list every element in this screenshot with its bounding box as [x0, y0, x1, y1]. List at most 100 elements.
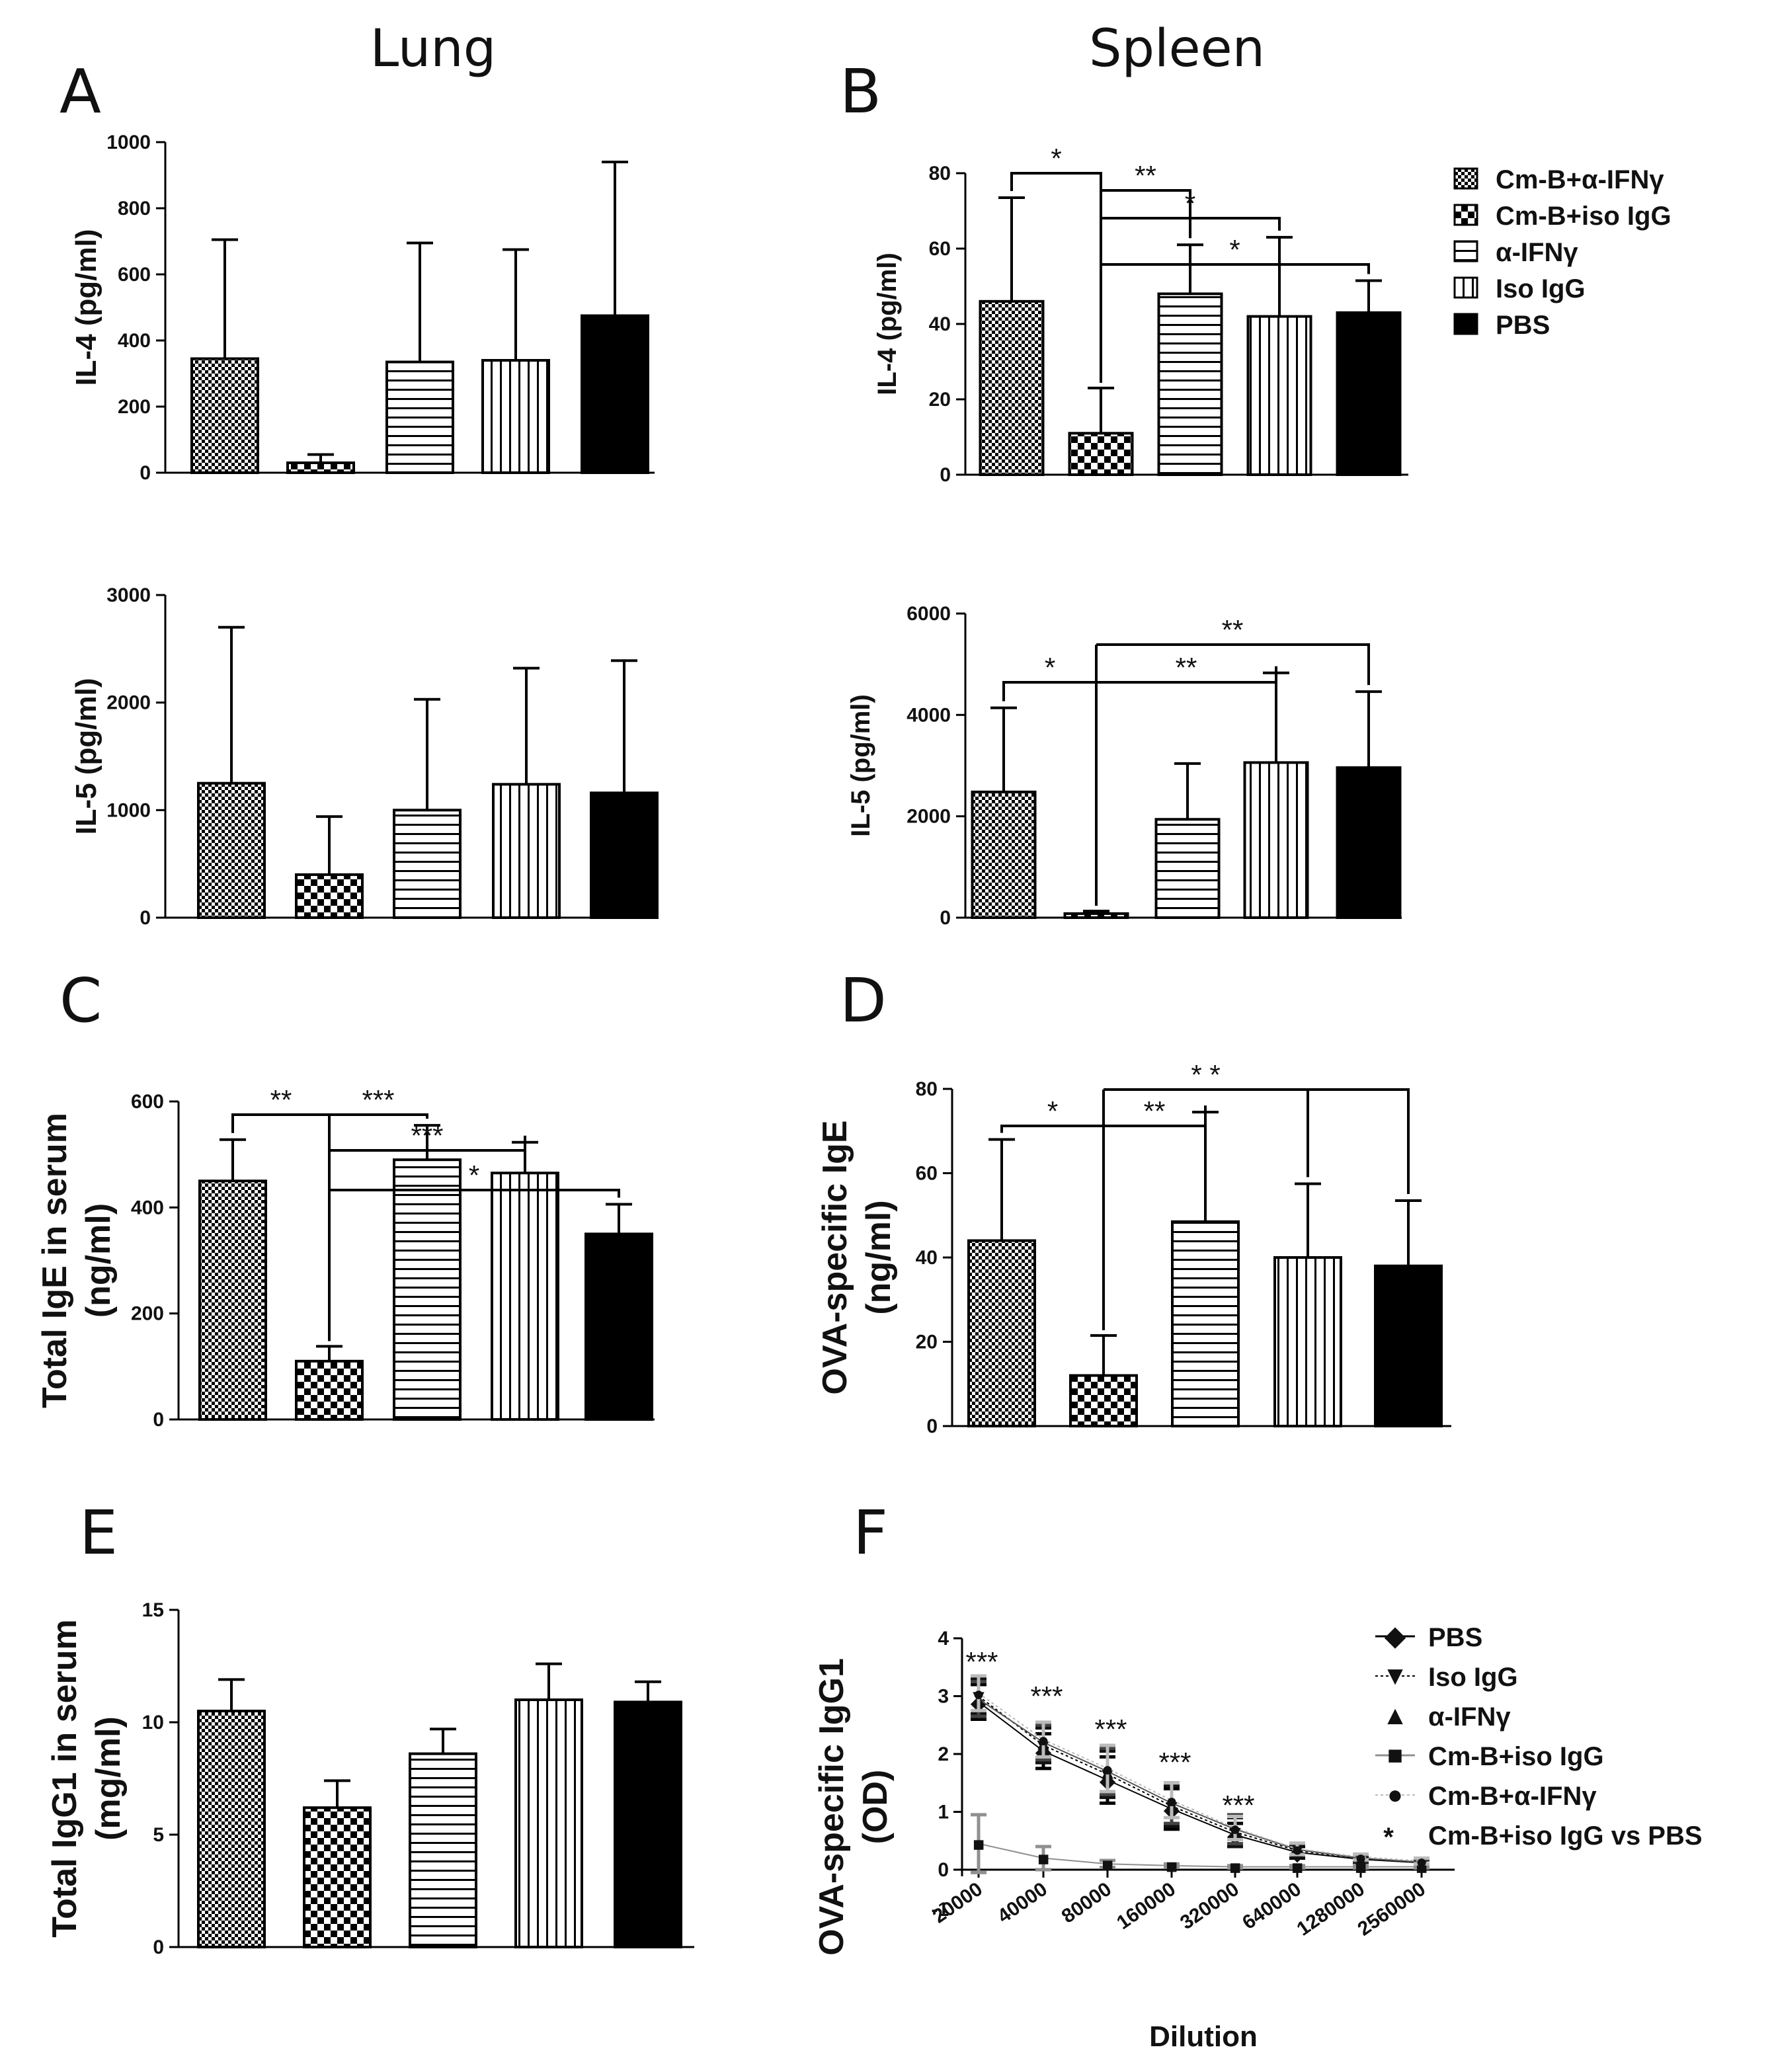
sig-label-2: ** — [1222, 614, 1244, 645]
y-tick-label: 400 — [131, 1197, 164, 1218]
sig-bracket-0 — [1000, 1125, 1105, 1133]
sig-label-1: *** — [362, 1084, 394, 1115]
bar-4 — [614, 1700, 682, 1948]
y-axis-label: OVA-specific IgG1 — [813, 1658, 851, 1956]
y-tick-label: 800 — [118, 198, 151, 219]
sig-bracket-0 — [1002, 681, 1098, 701]
legend-label-3: Iso IgG — [1496, 274, 1586, 303]
y-axis-label: (OD) — [856, 1770, 895, 1845]
bar-2 — [1157, 292, 1223, 476]
y-tick-label: 4 — [938, 1628, 949, 1650]
y-tick-label: 1000 — [106, 132, 151, 153]
y-tick-label: 80 — [929, 163, 951, 184]
y-tick-label: 0 — [140, 907, 151, 929]
bar-2 — [409, 1752, 477, 1949]
bar-2 — [393, 809, 462, 920]
panel-letter-d: D — [840, 965, 887, 1036]
series-line-2 — [978, 1698, 1422, 1863]
sig-bracket-3 — [1104, 1088, 1410, 1194]
y-axis-label: Total IgE in serum — [36, 1113, 74, 1408]
series-point-4: ● — [973, 1683, 985, 1705]
legend-label-1: Cm-B+iso IgG — [1496, 202, 1671, 231]
bar-1 — [286, 461, 355, 474]
sig-bracket-1 — [1104, 1105, 1207, 1127]
sig-label-2: * * — [1191, 1059, 1220, 1090]
bar-0 — [198, 1179, 267, 1421]
x-tick-label: 40000 — [994, 1878, 1051, 1928]
y-tick-label: 40 — [916, 1247, 938, 1269]
y-tick-label-extra: -1 — [931, 1899, 949, 1921]
x-axis-label: Dilution — [1149, 2020, 1258, 2053]
series-point-4: ● — [1416, 1851, 1428, 1873]
y-tick-label: 10 — [142, 1712, 164, 1733]
bar-1 — [295, 1359, 364, 1421]
y-tick-label: 0 — [926, 1415, 938, 1437]
legend-swatch-1 — [1453, 204, 1478, 226]
sig-bracket-1 — [1101, 189, 1191, 239]
y-tick-label: 400 — [118, 330, 151, 352]
bar-0 — [197, 781, 266, 919]
y-axis-label: IL-4 (pg/ml) — [873, 253, 902, 395]
sig-bracket-0 — [1010, 172, 1102, 192]
bar-4 — [581, 314, 649, 474]
y-tick-label: 15 — [142, 1599, 164, 1621]
y-axis-label: (ng/ml) — [860, 1200, 898, 1314]
y-axis-label: IL-4 (pg/ml) — [70, 229, 102, 385]
series-point-3: ■ — [1229, 1857, 1241, 1879]
line-legend: ◆ PBS ▼ Iso IgG ▲ α-IFNγ ■ Cm-B+iso IgG … — [1375, 1622, 1703, 1852]
x-tick-label: 160000 — [1113, 1878, 1180, 1934]
legend-label-aifn: α-IFNγ — [1428, 1702, 1511, 1732]
bar-1 — [295, 873, 364, 920]
y-tick-label: 40 — [929, 313, 951, 335]
legend-swatch-4 — [1453, 313, 1478, 335]
bar-3 — [1246, 315, 1312, 476]
bar-4 — [1336, 766, 1402, 919]
sig-label-1: ** — [1176, 652, 1197, 683]
bar-0 — [979, 299, 1045, 476]
legend-label-iso: Iso IgG — [1428, 1663, 1518, 1692]
chart-A-bottom: 0 1000 2000 3000 IL-5 (pg/ml) — [70, 584, 659, 929]
y-axis-label: Total IgG1 in serum — [46, 1619, 84, 1938]
series-point-3: ■ — [1166, 1856, 1178, 1878]
bar-3 — [514, 1698, 583, 1948]
title-lung: Lung — [370, 19, 496, 79]
sig-label-2: *** — [411, 1120, 443, 1151]
legend-label-0: Cm-B+α-IFNγ — [1496, 165, 1664, 194]
y-tick-label: 600 — [118, 264, 151, 286]
sig-label-1: ** — [1144, 1096, 1166, 1127]
sig-label-0: * — [1047, 1096, 1058, 1127]
x-tick-label: 320000 — [1176, 1878, 1243, 1934]
series-line-4 — [978, 1693, 1422, 1862]
bar-2 — [385, 360, 454, 474]
bar-0 — [971, 790, 1037, 920]
x-tick-label: 1280000 — [1293, 1878, 1369, 1940]
y-tick-label: 600 — [131, 1091, 164, 1113]
y-tick-label: 5 — [153, 1824, 164, 1846]
legend-label-cmb-iso: Cm-B+iso IgG — [1428, 1742, 1604, 1771]
sig-label-2: *** — [1094, 1714, 1127, 1745]
y-tick-label: 80 — [916, 1078, 938, 1100]
series-point-4: ● — [1291, 1839, 1303, 1861]
y-tick-label: 1 — [938, 1802, 949, 1823]
y-tick-label: 2000 — [106, 692, 151, 714]
legend-label-cmb-aifn: Cm-B+α-IFNγ — [1428, 1782, 1597, 1811]
legend-marker-pbs: ◆ — [1385, 1622, 1406, 1651]
series-point-3: ■ — [973, 1834, 985, 1856]
legend-marker-iso: ▼ — [1382, 1661, 1408, 1691]
y-tick-label: 0 — [153, 1409, 164, 1431]
sig-label-0: * — [1051, 143, 1061, 174]
y-tick-label: 0 — [940, 907, 951, 929]
panel-letter-b: B — [840, 56, 881, 127]
sig-label-2: * — [1185, 188, 1195, 219]
legend-marker-aifn: ▲ — [1382, 1701, 1408, 1730]
series-point-3: ■ — [1355, 1857, 1367, 1879]
legend-label-sig: Cm-B+iso IgG vs PBS — [1428, 1821, 1703, 1851]
legend-marker-cmb-aifn: ● — [1387, 1780, 1403, 1810]
legend-label-2: α-IFNγ — [1496, 238, 1578, 267]
sig-bracket-2 — [1101, 217, 1281, 231]
